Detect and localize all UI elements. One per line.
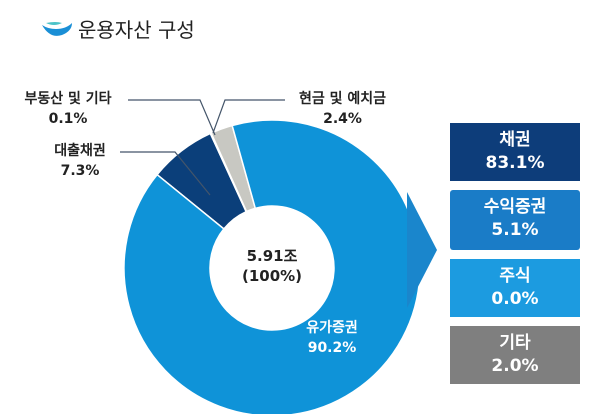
- label-realestate: 부동산 및 기타 0.1%: [24, 91, 112, 127]
- leader-line-realestate: [128, 99, 216, 136]
- arrow-icon: [407, 192, 437, 308]
- breakdown-beneficiary-certificates: 수익증권 5.1%: [450, 190, 580, 250]
- label-securities: 유가증권 90.2%: [306, 320, 358, 356]
- leader-line-cash: [212, 99, 285, 134]
- leader-line-loans: [120, 151, 211, 196]
- chart-title: 운용자산 구성: [40, 14, 195, 43]
- title-text: 운용자산 구성: [78, 18, 195, 42]
- label-loans: 대출채권 7.3%: [54, 143, 106, 179]
- breakdown-other: 기타 2.0%: [450, 326, 580, 384]
- label-cash: 현금 및 예치금 2.4%: [298, 91, 387, 127]
- breakdown-bonds: 채권 83.1%: [450, 123, 580, 181]
- center-label: 5.91조 (100%): [241, 247, 303, 285]
- breakdown-stocks: 주식 0.0%: [450, 259, 580, 317]
- logo-icon: [42, 21, 72, 36]
